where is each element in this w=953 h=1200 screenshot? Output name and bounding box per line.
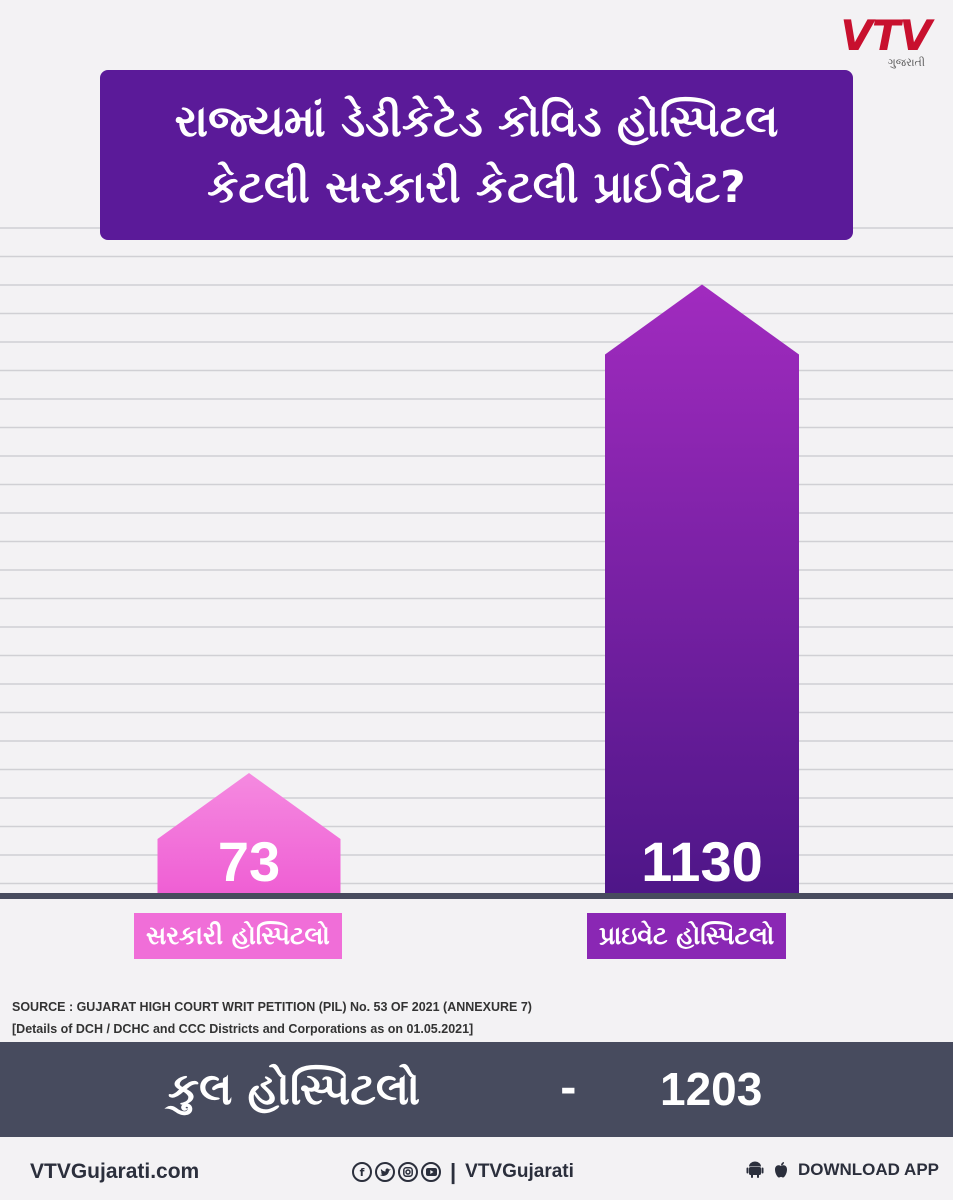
data-label: 1130 <box>641 830 763 893</box>
facebook-icon[interactable]: f <box>352 1162 372 1182</box>
vtv-logo-mark: VTV <box>840 11 932 60</box>
bar-private <box>605 284 799 893</box>
title-line-1: રાજ્યમાં ડેડીકેટેડ કોવિડ હોસ્પિટલ <box>174 96 779 147</box>
total-banner: કુલ હોસ્પિટલો - 1203 <box>0 1042 953 1137</box>
instagram-icon[interactable] <box>398 1162 418 1182</box>
total-value: 1203 <box>660 1063 763 1115</box>
download-app[interactable]: DOWNLOAD APP <box>746 1160 939 1180</box>
source-line-1: SOURCE : GUJARAT HIGH COURT WRIT PETITIO… <box>12 1000 532 1014</box>
social-handle: VTVGujarati <box>465 1161 574 1182</box>
vtv-logo: VTV ગુજરાતી <box>840 11 932 70</box>
logo-subtitle: ગુજરાતી <box>887 56 925 69</box>
twitter-icon[interactable] <box>375 1162 395 1182</box>
bar-chart: 73 1130 <box>0 227 953 899</box>
source-note: SOURCE : GUJARAT HIGH COURT WRIT PETITIO… <box>12 996 532 1040</box>
grid-lines <box>0 227 953 885</box>
total-dash: - <box>560 1066 577 1112</box>
bar-government <box>157 773 341 893</box>
website-link[interactable]: VTVGujarati.com <box>30 1160 200 1183</box>
social-links: f | VTVGujarati <box>352 1159 574 1185</box>
footer: VTVGujarati.com f | VTVGujarati DOWNLOAD… <box>0 1140 953 1200</box>
logo-brand: VTV <box>840 11 932 60</box>
category-label-private: પ્રાઇવેટ હોસ્પિટલો <box>587 913 787 959</box>
apple-icon[interactable] <box>772 1161 790 1179</box>
download-label: DOWNLOAD APP <box>797 1160 939 1179</box>
title-line-2: કેટલી સરકારી કેટલી પ્રાઈવેટ? <box>207 162 746 213</box>
data-label: 73 <box>218 830 280 893</box>
separator: | <box>450 1159 457 1184</box>
title-banner: રાજ્યમાં ડેડીકેટેડ કોવિડ હોસ્પિટલ કેટલી … <box>100 70 853 240</box>
source-line-2: [Details of DCH / DCHC and CCC Districts… <box>12 1022 474 1036</box>
youtube-icon[interactable] <box>421 1162 441 1182</box>
android-icon[interactable] <box>746 1161 764 1179</box>
category-label-government: સરકારી હોસ્પિટલો <box>134 913 342 959</box>
total-label: કુલ હોસ્પિટલો <box>168 1064 421 1115</box>
